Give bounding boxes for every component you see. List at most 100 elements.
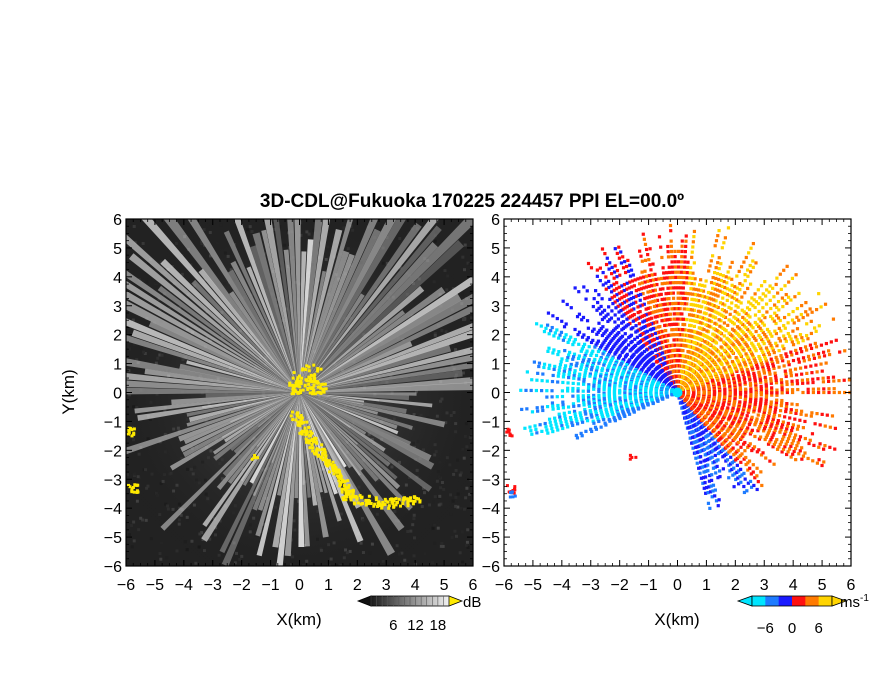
- velocity-cell: [688, 308, 692, 312]
- velocity-cell: [765, 288, 769, 292]
- velocity-cell: [577, 377, 581, 381]
- velocity-cell: [784, 372, 788, 376]
- velocity-cell: [691, 287, 696, 291]
- velocity-cell: [653, 299, 657, 303]
- reflectivity-saturated-cell: [324, 454, 328, 458]
- reflectivity-saturated-cell: [316, 367, 320, 371]
- velocity-cell: [730, 283, 734, 287]
- reflectivity-saturated-cell: [288, 383, 292, 387]
- reflectivity-ray: [300, 250, 350, 390]
- reflectivity-saturated-cell: [323, 451, 327, 455]
- velocity-cell: [604, 262, 609, 267]
- velocity-cell: [770, 359, 774, 364]
- velocity-cell: [606, 319, 610, 324]
- reflectivity-ray: [233, 219, 299, 390]
- velocity-cell: [644, 285, 649, 289]
- velocity-cell: [670, 393, 674, 397]
- reflectivity-y-tick-label: −2: [104, 443, 122, 460]
- velocity-cell: [718, 352, 723, 356]
- velocity-cell: [713, 494, 717, 498]
- velocity-cell: [568, 368, 572, 372]
- velocity-cell: [595, 332, 599, 336]
- velocity-cell: [642, 406, 646, 410]
- velocity-cell: [583, 373, 587, 377]
- velocity-cell: [682, 265, 687, 269]
- reflectivity-x-tick-label: −3: [204, 577, 222, 594]
- velocity-cell: [673, 255, 677, 259]
- reflectivity-saturated-cell: [364, 498, 368, 502]
- velocity-cell: [568, 350, 572, 354]
- velocity-cell: [624, 324, 629, 328]
- velocity-cell: [800, 303, 804, 308]
- reflectivity-y-tick-label: −5: [104, 530, 122, 547]
- reflectivity-ray: [169, 393, 298, 471]
- velocity-cell: [605, 345, 609, 349]
- velocity-cell: [632, 284, 636, 288]
- velocity-cell: [597, 321, 601, 325]
- velocity-cell: [572, 409, 577, 413]
- reflectivity-ray: [256, 394, 298, 447]
- velocity-cell: [778, 339, 783, 343]
- velocity-cell: [642, 313, 646, 318]
- velocity-cell: [600, 414, 605, 418]
- reflectivity-saturated-cell: [328, 470, 332, 474]
- reflectivity-ray: [300, 395, 362, 509]
- velocity-cell: [806, 387, 810, 391]
- velocity-cell: [805, 371, 809, 376]
- velocity-cell: [791, 309, 795, 314]
- reflectivity-x-tick-label: 6: [469, 577, 478, 594]
- velocity-cell: [790, 390, 795, 395]
- velocity-cell: [707, 485, 711, 489]
- velocity-cell: [654, 277, 658, 282]
- velocity-cell: [597, 419, 601, 424]
- velocity-cell: [643, 324, 647, 329]
- velocity-cell: [694, 319, 698, 323]
- velocity-cell: [775, 276, 779, 280]
- velocity-cell: [627, 335, 631, 340]
- reflectivity-saturated-cell: [302, 420, 306, 424]
- velocity-cell: [616, 317, 621, 321]
- velocity-cell: [773, 371, 777, 375]
- velocity-cell: [597, 306, 601, 310]
- velocity-cell: [594, 427, 598, 431]
- velocity-cell: [690, 297, 694, 301]
- velocity-cell: [586, 389, 591, 393]
- velocity-cell: [748, 282, 753, 286]
- velocity-cell: [682, 281, 686, 285]
- velocity-cell: [607, 285, 611, 290]
- velocity-cell: [584, 412, 588, 416]
- velocity-cell: [733, 309, 737, 314]
- velocity-cell: [771, 286, 775, 290]
- velocity-cell: [774, 282, 778, 287]
- velocity-cell: [597, 293, 601, 297]
- velocity-cell: [608, 403, 612, 407]
- reflectivity-saturated-cell: [341, 496, 345, 500]
- velocity-cell: [569, 335, 573, 339]
- velocity-cell: [723, 368, 727, 372]
- velocity-cell: [649, 300, 653, 304]
- velocity-cell: [740, 308, 744, 312]
- velocity-cell: [602, 384, 606, 388]
- velocity-cell: [590, 329, 595, 333]
- velocity-cell: [550, 395, 554, 399]
- velocity-cell: [666, 312, 671, 316]
- velocity-cell: [690, 308, 694, 312]
- velocity-cell: [720, 373, 724, 378]
- velocity-cell: [823, 302, 828, 306]
- velocity-cell: [716, 294, 720, 298]
- velocity-cell: [741, 358, 745, 362]
- velocity-cell: [575, 361, 579, 365]
- velocity-cell: [557, 336, 561, 340]
- velocity-cell: [716, 234, 720, 238]
- velocity-cell: [602, 398, 607, 403]
- velocity-cell: [738, 386, 742, 390]
- reflectivity-saturated-cell: [367, 501, 371, 505]
- velocity-cell: [712, 309, 716, 313]
- velocity-cell: [592, 385, 596, 389]
- velocity-cell: [567, 373, 571, 377]
- velocity-cell: [747, 307, 752, 312]
- velocity-cell: [819, 362, 823, 366]
- velocity-cell: [708, 319, 712, 323]
- velocity-cell: [665, 395, 670, 399]
- reflectivity-saturated-cell: [369, 502, 373, 506]
